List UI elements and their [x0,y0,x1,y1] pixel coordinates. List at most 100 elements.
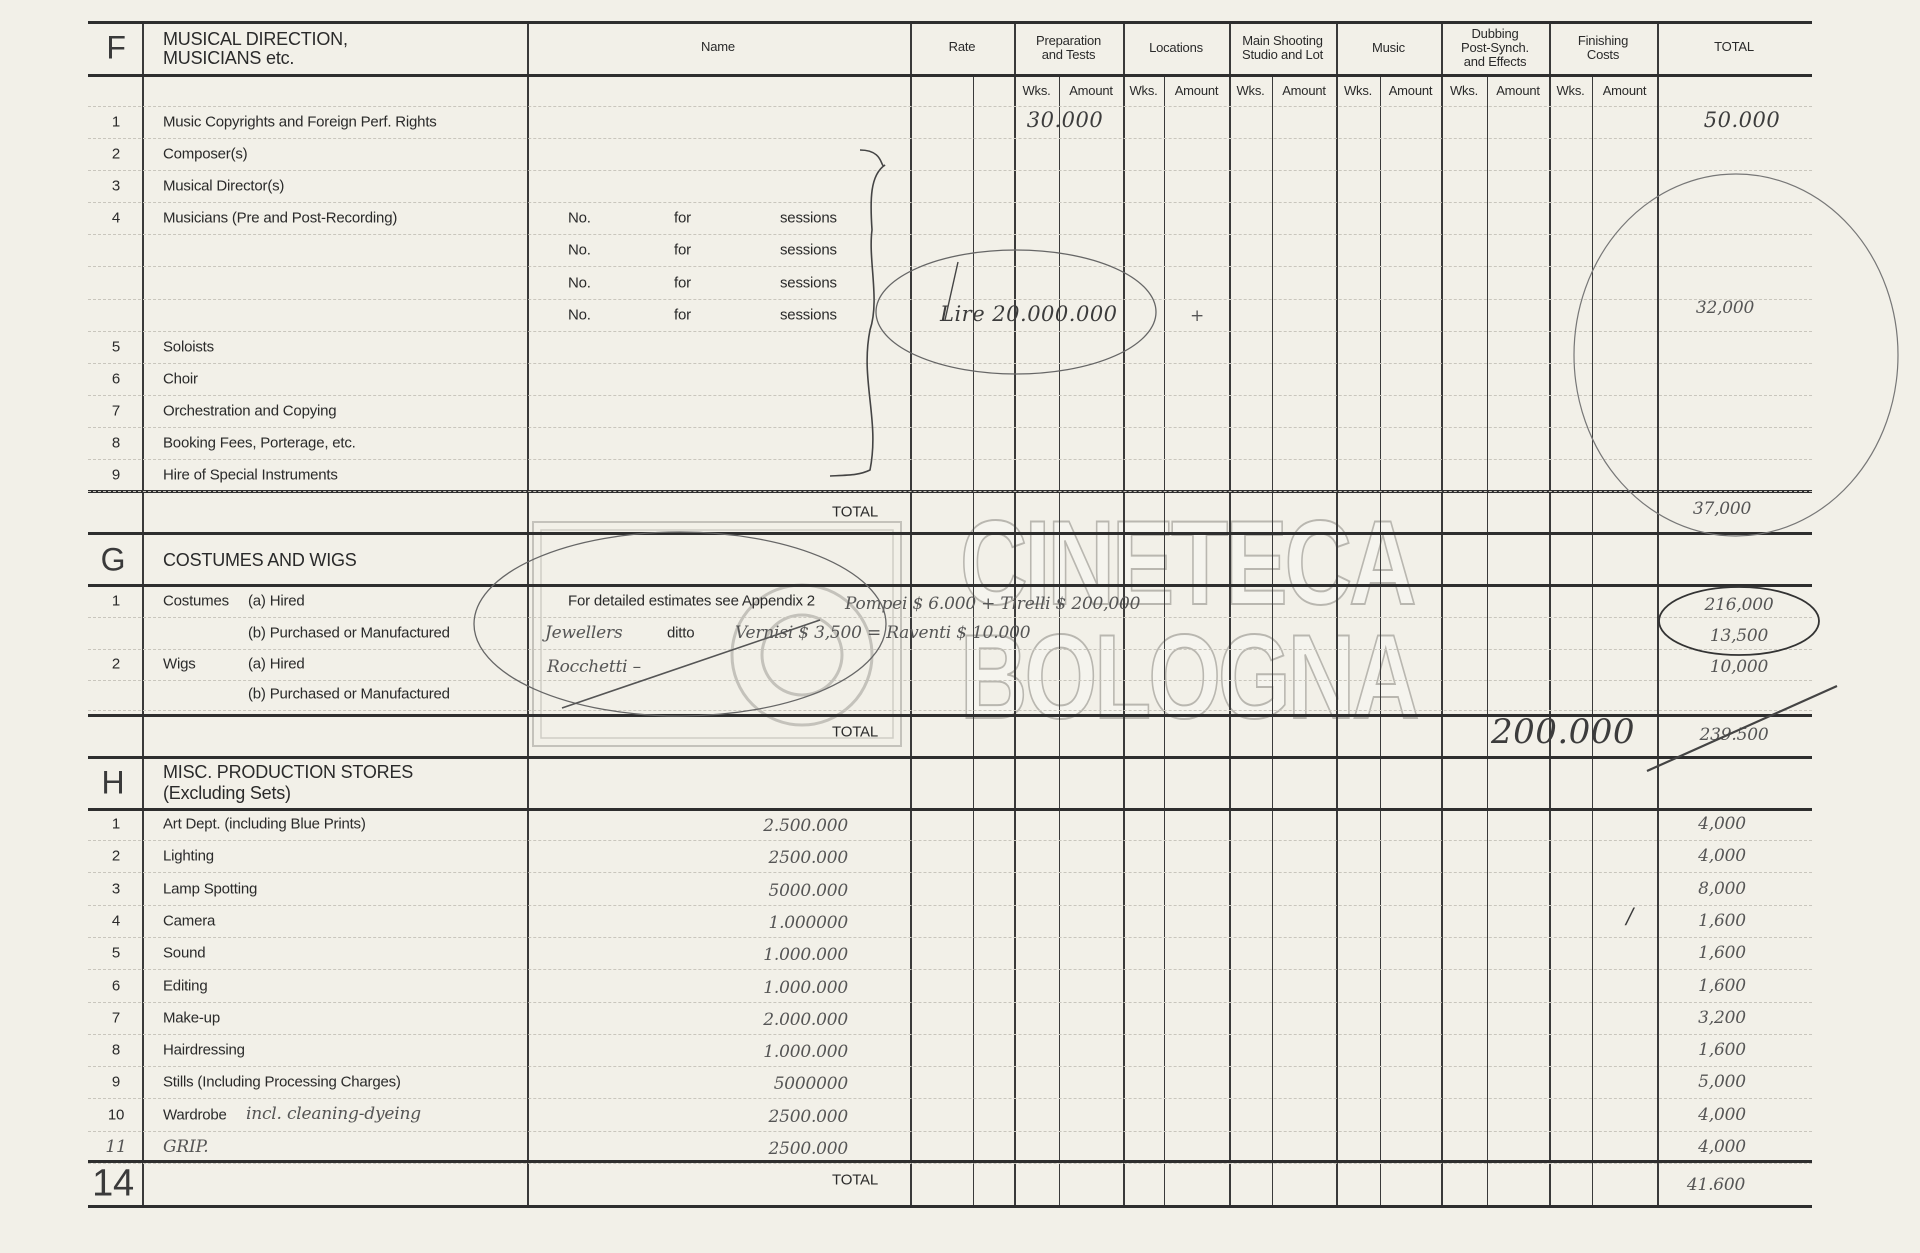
section-title-g: COSTUMES AND WIGS [163,550,357,570]
pencil-line-lire [944,261,959,321]
musicians-sessions-label: sessions [780,209,837,227]
row-number: 10 [107,1106,125,1124]
handwritten-h-total: 41.600 [1686,1175,1746,1195]
row-label: Costumes [163,592,229,610]
handwritten-g-line1: Pompei $ 6.000 + Tirelli $ 200,000 [845,594,1141,614]
row-number: 3 [111,177,121,195]
row-dotted-line [88,936,1812,938]
handwritten-total: 1,600 [1698,1040,1746,1061]
handwritten-total: 1,600 [1698,975,1746,996]
row-dotted-line [88,1130,1812,1132]
row-label: Orchestration and Copying [163,402,337,420]
row-dotted-line [88,234,1812,236]
row-label: Choir [163,370,198,388]
handwritten-amount: 1.000000 [768,912,848,933]
row-label: Hire of Special Instruments [163,466,338,484]
handwritten-amount: 2.000.000 [763,1009,848,1030]
row-number: 4 [111,209,121,227]
handwritten-total: 5,000 [1698,1072,1746,1093]
handwritten-f-lire: Lire 20.000.000 [940,302,1118,326]
handwritten-f-total-4: 32,000 [1695,298,1755,318]
section-letter-f: F [106,29,126,66]
circle-mark-f-totals [1573,173,1899,537]
strike-mark-g-notes [561,619,821,709]
handwritten-amount: 1.000.000 [763,1042,848,1063]
row-label: GRIP. [163,1137,209,1157]
row-dotted-line [88,170,1812,172]
row-label: Musicians (Pre and Post-Recording) [163,209,398,227]
handwritten-g-line3: Rocchetti – [547,657,641,677]
row-number: 6 [111,370,121,388]
handwritten-amount: 1.000.000 [763,977,848,998]
row-rule [88,1205,1812,1208]
subcolumn-divider [1380,75,1382,1206]
section-letter-h: H [101,764,125,801]
subcolumn-divider [1272,75,1274,1206]
subheader-amount: Amount [1388,83,1433,98]
row-number: 7 [111,402,121,420]
musicians-sessions-label: sessions [780,241,837,259]
row-dotted-line [88,1066,1812,1068]
row-number: 1 [111,815,121,833]
row-label: Lighting [163,847,214,865]
row-number: 1 [111,592,121,610]
circle-mark-g-notes [473,531,887,717]
musicians-sessions-label: sessions [780,306,837,324]
watermark-cineteca: CINETECA [959,496,1417,630]
column-divider [1014,22,1016,1206]
row-dotted-line [88,426,1812,428]
column-divider [142,22,144,1206]
row-sublabel: (b) Purchased or Manufactured [248,685,450,703]
row-sublabel: (a) Hired [248,592,305,610]
row-dotted-line [88,872,1812,874]
row-dotted-line [88,1163,1812,1164]
section-letter-g: G [100,541,126,578]
row-dotted-line [88,202,1812,204]
row-label: Editing [163,977,208,994]
row-label: Wigs [163,655,196,673]
handwritten-total: 1,600 [1698,910,1746,931]
row-dotted-line [88,1001,1812,1003]
subheader-wks: Wks. [1449,83,1479,98]
handwritten-amount: 2500.000 [768,1139,848,1159]
handwritten-g-total-3: 10,000 [1709,657,1769,677]
handwritten-total: 4,000 [1698,814,1746,834]
row-dotted-line [88,1098,1812,1100]
handwritten-f-total-1: 50.000 [1703,108,1781,132]
section-total-label-f: TOTAL [832,503,878,521]
column-header-group: Music [1372,40,1405,55]
row-number: 7 [111,1009,121,1027]
handwritten-g-dubbing-total: 200.000 [1490,712,1636,752]
section-total-label-g: TOTAL [832,723,878,741]
row-number: 11 [105,1137,127,1157]
row-sublabel: (a) Hired [248,655,305,673]
column-divider [1336,22,1338,1206]
row-number: 1 [111,113,121,131]
row-label: Wardrobe [163,1106,227,1124]
row-number: 2 [111,145,121,163]
row-number: 8 [111,434,121,452]
row-dotted-line [88,491,1812,493]
subheader-wks: Wks. [1556,83,1585,98]
handwritten-amount: 5000.000 [768,880,848,901]
column-header-group: Dubbing Post-Synch. and Effects [1461,26,1529,69]
musicians-no-label: No. [568,209,591,227]
handwritten-f-plus: + [1189,306,1205,326]
section-total-label-h: TOTAL [832,1171,878,1189]
handwritten-amount: 2500.000 [768,1106,848,1127]
row-label: Musical Director(s) [163,177,285,195]
row-dotted-line [88,362,1812,364]
subheader-wks: Wks. [1343,83,1373,98]
handwritten-f-total: 37,000 [1692,499,1752,519]
musicians-for-label: for [674,209,691,227]
handwritten-amount: 2500.000 [768,848,848,869]
subcolumn-divider [973,75,975,1206]
row-dotted-line [88,840,1812,841]
row-label: Art Dept. (including Blue Prints) [163,815,366,833]
row-number: 9 [111,1073,121,1091]
row-dotted-line [88,394,1812,396]
musicians-for-label: for [674,274,691,291]
musicians-no-label: No. [568,306,591,324]
